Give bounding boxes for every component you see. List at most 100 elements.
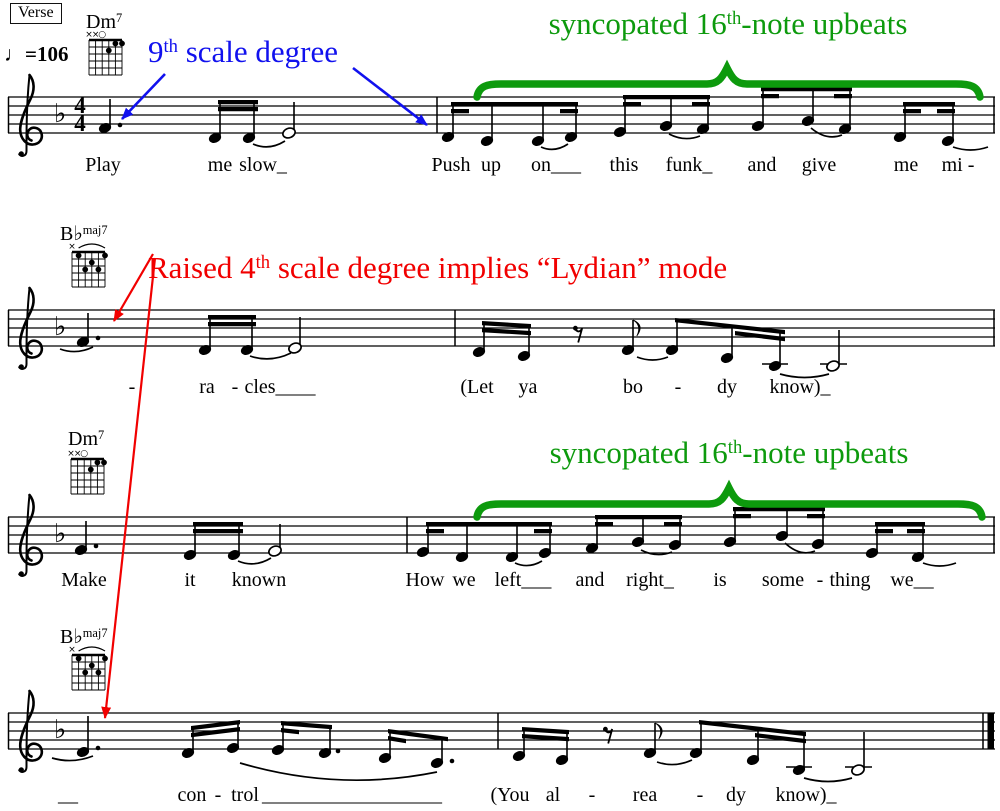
- beam: [522, 734, 569, 742]
- finger-dot: [102, 252, 108, 259]
- notehead: [480, 136, 494, 146]
- chord-symbol: B♭maj7: [60, 224, 108, 244]
- tempo-marking: ♩=106: [4, 42, 69, 66]
- final-barline: [987, 713, 994, 749]
- lyric-syllable: cles____: [244, 376, 316, 398]
- notehead: [531, 136, 545, 146]
- tie-slur: [636, 356, 669, 361]
- barre-arc: [78, 243, 106, 249]
- chord-symbol: Dm7: [86, 12, 122, 32]
- beam: [761, 94, 779, 99]
- beam: [388, 729, 448, 742]
- lyric-syllable: (You: [490, 784, 530, 806]
- green-annotation-base: syncopated 16: [548, 6, 727, 41]
- red-arrow: [113, 253, 154, 322]
- finger-dot: [95, 266, 102, 273]
- tie-slur: [784, 542, 816, 554]
- finger-dot: [88, 259, 95, 266]
- beam: [451, 109, 469, 114]
- lyric-syllable: up: [481, 154, 501, 176]
- beam: [281, 728, 299, 735]
- beam: [903, 109, 921, 114]
- open-muted-string-mark: ×: [67, 449, 75, 459]
- chord-root: Dm: [68, 428, 98, 450]
- notehead: [631, 537, 645, 547]
- beam: [755, 733, 806, 744]
- notehead: [720, 353, 734, 363]
- notehead: [746, 755, 760, 765]
- notehead: [751, 121, 765, 131]
- lyric-syllable: al: [545, 784, 561, 806]
- eighth-rest-dot: [603, 726, 608, 732]
- notehead: [659, 121, 673, 131]
- augmentation-dot: [95, 745, 101, 751]
- open-muted-string-mark: ×: [68, 645, 76, 655]
- flat-sign: ♭: [54, 519, 66, 549]
- blue-annotation-9th-scale-degree: 9th scale degree: [148, 36, 338, 67]
- beam: [735, 331, 785, 342]
- notehead: [941, 136, 955, 146]
- tie-slur: [51, 755, 94, 762]
- blue-arrow: [121, 73, 166, 120]
- green-over-brace: [473, 59, 984, 101]
- lyric-syllable: known: [231, 569, 287, 591]
- open-muted-string-mark: ×: [74, 449, 82, 459]
- chord-symbol: Dm7: [68, 429, 104, 449]
- lyric-syllable: me: [207, 154, 233, 176]
- tie-slur: [540, 143, 569, 151]
- clef-hook-dot: [18, 364, 24, 370]
- finger-dot: [94, 459, 101, 466]
- notehead: [455, 552, 469, 562]
- lyric-syllable: right_: [626, 569, 674, 591]
- notehead: [240, 345, 254, 355]
- notehead: [441, 132, 455, 142]
- open-muted-string-mark: ○: [80, 449, 88, 459]
- lyric-syllable: (Let: [460, 376, 494, 398]
- open-muted-string-mark: ○: [98, 30, 106, 40]
- notehead: [318, 748, 332, 758]
- red-annotation-rest: scale degree implies “Lydian” mode: [270, 250, 728, 285]
- chord-diagram: × ×○: [67, 449, 107, 495]
- beam: [191, 727, 240, 738]
- eighth-flag: [632, 319, 641, 337]
- lyric-syllable: give: [801, 154, 837, 176]
- beam: [281, 721, 332, 730]
- beam: [761, 87, 852, 92]
- lyric-syllable: funk_: [665, 154, 713, 176]
- finger-dot: [105, 47, 112, 54]
- flat-sign: ♭: [54, 715, 66, 745]
- beam: [388, 736, 406, 744]
- beam: [907, 529, 925, 534]
- finger-dot: [75, 655, 82, 662]
- lyric-syllable: dy: [726, 784, 746, 806]
- lyric-syllable: we: [452, 569, 476, 591]
- chord-symbol: B♭maj7: [60, 627, 108, 647]
- beam: [193, 522, 243, 527]
- beam: [875, 529, 893, 534]
- chord-root: Dm: [86, 11, 116, 33]
- notehead: [865, 548, 879, 558]
- notehead: [416, 547, 430, 557]
- tie-slur: [952, 146, 989, 151]
- lyric-syllable: -: [816, 569, 824, 591]
- beam: [595, 515, 682, 520]
- notehead-open: [282, 127, 296, 139]
- notehead: [911, 552, 925, 562]
- finger-dot: [95, 669, 102, 676]
- clef-curve: [18, 689, 44, 762]
- notehead: [775, 531, 789, 541]
- chord-quality-sup: maj7: [82, 222, 108, 237]
- lyric-syllable: thing: [829, 569, 871, 591]
- beam: [482, 328, 531, 336]
- lyric-syllable: __________________: [262, 784, 442, 806]
- notehead: [183, 550, 197, 560]
- finger-dot: [102, 655, 108, 662]
- notehead: [838, 124, 852, 134]
- treble-clef-icon: [17, 493, 44, 577]
- beam: [733, 507, 825, 512]
- open-muted-string-mark: ×: [85, 30, 93, 40]
- clef-curve: [18, 286, 44, 359]
- lyric-syllable: Make: [61, 569, 107, 591]
- lyric-syllable: bo: [623, 376, 643, 398]
- notehead: [696, 124, 710, 134]
